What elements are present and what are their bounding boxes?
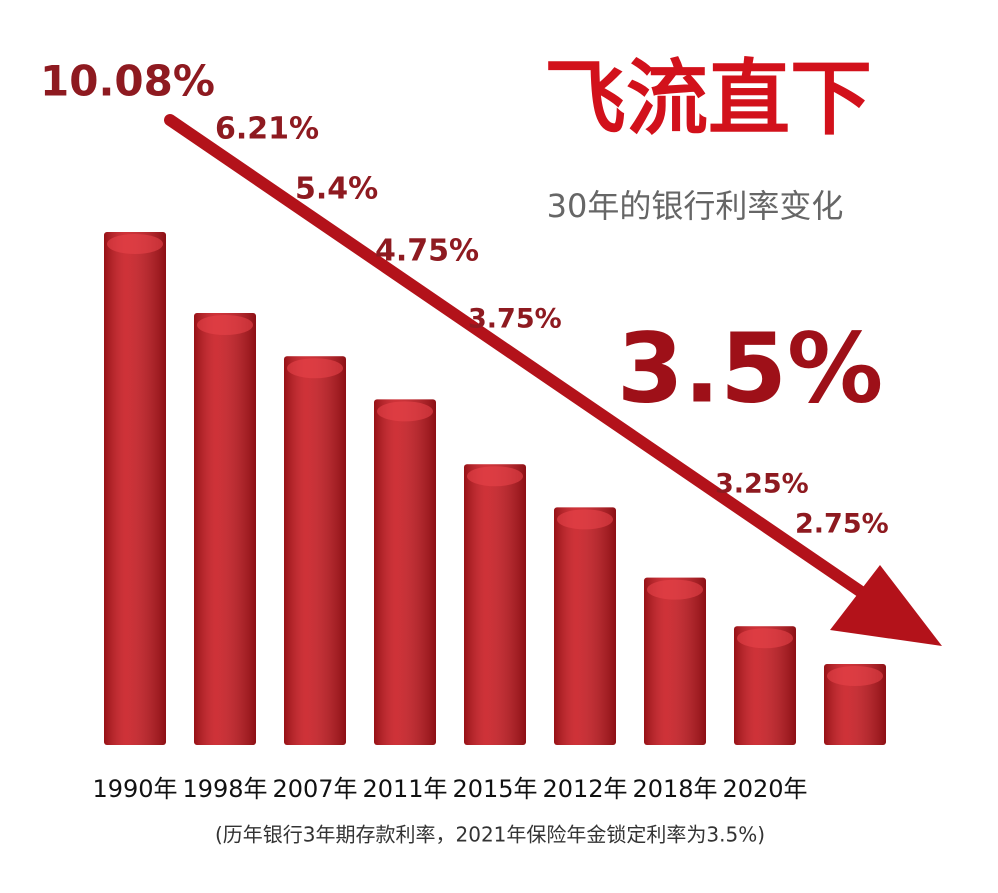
bar-shade [464,464,526,745]
rate-label: 6.21% [215,112,319,147]
rate-label: 10.08% [40,57,215,106]
bar-top [737,628,793,649]
bar-shade [374,399,436,745]
bar-top [197,315,253,335]
chart-note: (历年银行3年期存款利率，2021年保险年金锁定利率为3.5%) [215,823,765,847]
bar-top [467,466,523,487]
x-tick-label: 2015年 [452,775,537,803]
arrow-head [830,565,942,646]
bars [104,232,886,745]
trend-arrow [164,114,942,646]
bar-top [287,358,343,379]
bar-top [377,401,433,422]
x-tick-label: 2011年 [362,775,447,803]
x-tick-label: 2012年 [542,775,627,803]
bar-shade [644,577,706,745]
labels: 1990年 1998年 2007年 2011年 2015年 2012年 2018年 2020年… [40,57,889,804]
highlight-rate: 3.5% [617,312,883,424]
chart-title: 飞流直下 [544,51,872,146]
rate-label: 4.75% [375,234,479,269]
rate-label: 3.75% [468,304,562,335]
bar-top [827,666,883,686]
bar-top [107,234,163,254]
arrow-shaft [164,114,901,621]
bar-shade [734,626,796,745]
rate-label: 2.75% [795,509,889,540]
x-tick-label: 2007年 [272,775,357,803]
bar-shade [104,232,166,745]
x-tick-label: 2020年 [722,775,807,803]
bar-top [557,509,613,530]
bar-shade [194,313,256,745]
x-tick-label: 1998年 [182,775,267,803]
bar-top [647,579,703,600]
rate-label: 3.25% [715,469,809,500]
bar-shade [284,356,346,745]
bar-shade [554,507,616,745]
x-tick-label: 2018年 [632,775,717,803]
rate-label: 5.4% [295,172,378,207]
x-tick-label: 1990年 [92,775,177,803]
chart-subtitle: 30年的银行利率变化 [547,187,844,225]
